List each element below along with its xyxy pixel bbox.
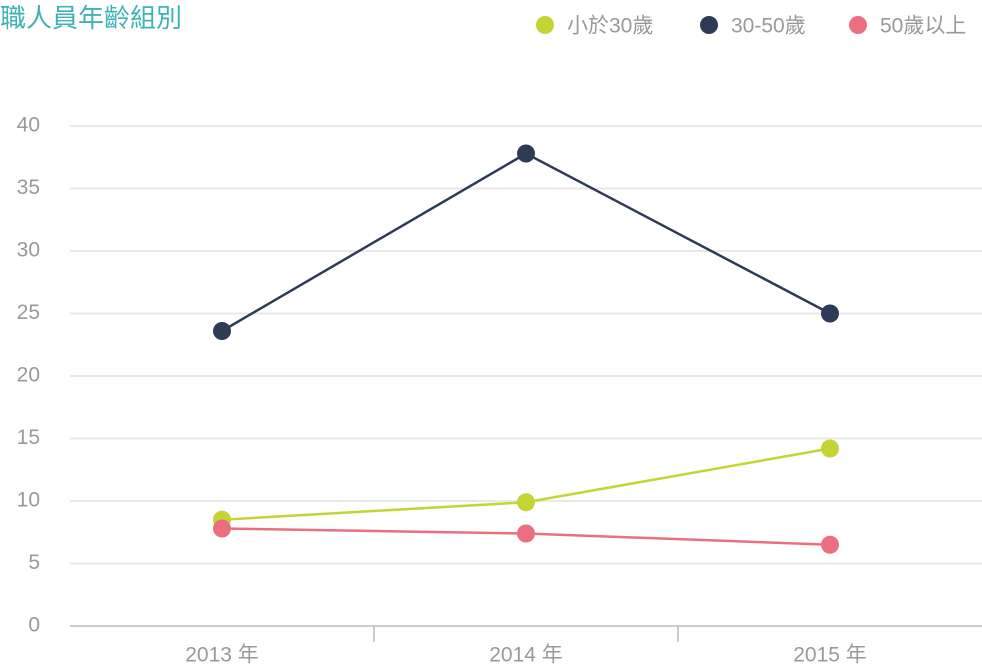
y-tick-label: 10 [17, 489, 40, 512]
x-tick-label: 2014 年 [489, 644, 563, 667]
data-point [821, 439, 839, 458]
x-tick-label: 2015 年 [793, 644, 867, 667]
data-point [213, 322, 231, 340]
legend-marker [536, 16, 554, 34]
data-point [821, 304, 839, 323]
legend-label: 50歲以上 [880, 15, 966, 38]
data-point [213, 519, 231, 538]
y-tick-label: 15 [17, 426, 40, 449]
y-tick-label: 35 [17, 176, 40, 199]
y-tick-label: 20 [17, 364, 40, 387]
y-tick-label: 30 [17, 239, 40, 262]
legend-label: 30-50歲 [731, 15, 806, 38]
y-tick-label: 25 [17, 301, 40, 324]
legend-marker [849, 16, 867, 34]
data-point [821, 535, 839, 554]
chart-title: 職人員年齡組別 [0, 3, 182, 33]
y-tick-label: 0 [28, 614, 40, 637]
x-tick-label: 2013 年 [185, 644, 259, 667]
series-line [221, 152, 831, 333]
y-tick-label: 40 [17, 114, 40, 137]
legend-marker [700, 16, 718, 34]
legend-label: 小於30歲 [567, 15, 653, 38]
y-tick-label: 5 [28, 551, 40, 574]
data-point [517, 493, 535, 512]
data-point [517, 144, 535, 163]
data-point [517, 524, 535, 543]
